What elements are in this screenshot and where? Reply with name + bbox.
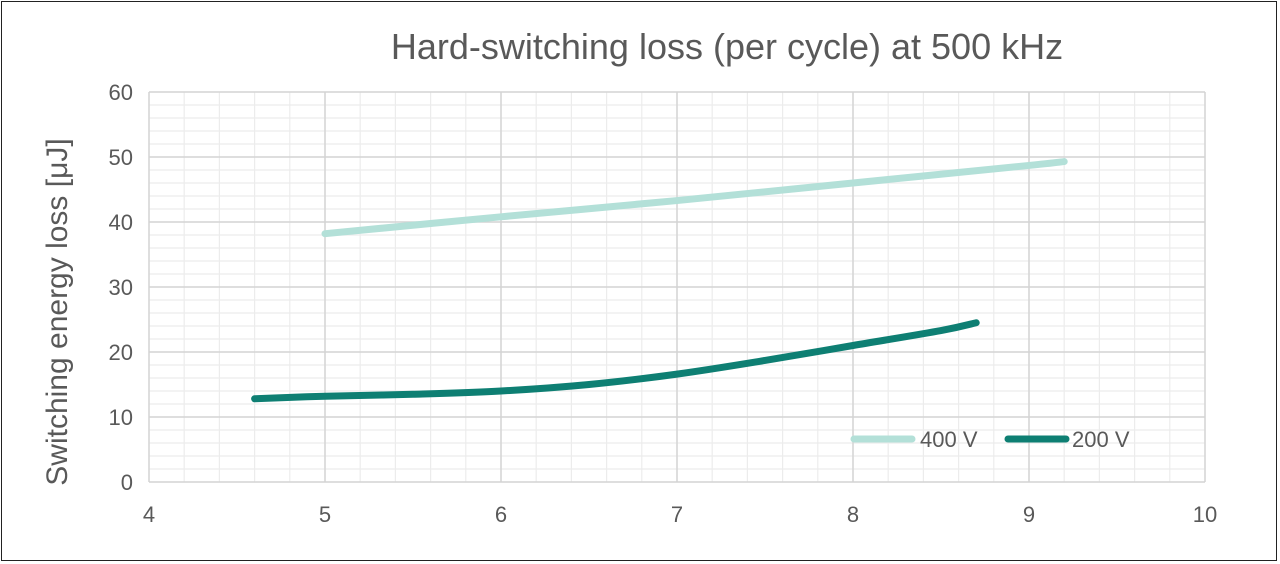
x-tick-label: 10 xyxy=(1193,502,1217,527)
y-axis-label: Switching energy loss [μJ] xyxy=(41,138,74,485)
x-tick-label: 7 xyxy=(671,502,683,527)
y-tick-label: 30 xyxy=(109,275,133,300)
y-tick-label: 10 xyxy=(109,405,133,430)
legend: 400 V 200 V xyxy=(850,427,1130,452)
y-tick-label: 0 xyxy=(121,470,133,495)
y-tick-label: 40 xyxy=(109,210,133,235)
series-layer xyxy=(251,158,1068,403)
y-tick-label: 60 xyxy=(109,80,133,105)
x-tick-label: 9 xyxy=(1023,502,1035,527)
x-tick-label: 4 xyxy=(143,502,155,527)
y-tick-label: 20 xyxy=(109,340,133,365)
y-axis-ticks: 0 10 20 30 40 50 60 xyxy=(109,80,133,495)
chart-title: Hard-switching loss (per cycle) at 500 k… xyxy=(391,26,1063,67)
major-gridlines xyxy=(148,91,1206,483)
x-axis-ticks: 4 5 6 7 8 9 10 xyxy=(143,502,1217,527)
x-tick-label: 8 xyxy=(847,502,859,527)
series-line-400v xyxy=(321,158,1068,238)
x-tick-label: 6 xyxy=(495,502,507,527)
legend-label: 200 V xyxy=(1072,427,1130,452)
legend-label: 400 V xyxy=(920,427,978,452)
x-tick-label: 5 xyxy=(319,502,331,527)
y-tick-label: 50 xyxy=(109,145,133,170)
series-line-200v xyxy=(251,319,980,403)
